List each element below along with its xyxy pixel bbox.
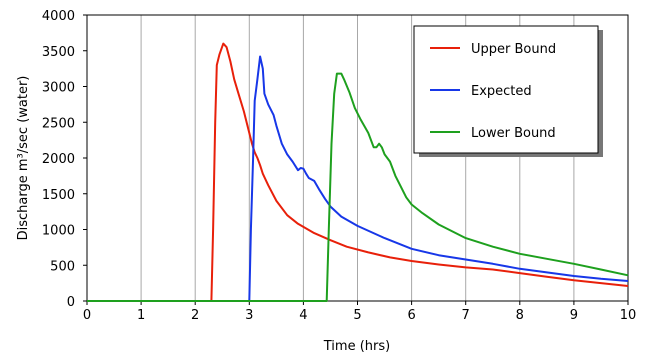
x-tick-label: 7 xyxy=(462,308,470,323)
y-tick-label: 1500 xyxy=(42,188,75,203)
y-tick-label: 500 xyxy=(50,259,75,274)
x-tick-label: 6 xyxy=(407,308,415,323)
x-tick-label: 9 xyxy=(570,308,578,323)
legend-label: Upper Bound xyxy=(471,42,556,57)
series-lines xyxy=(87,42,629,302)
x-axis-title: Time (hrs) xyxy=(323,339,390,354)
legend-label: Expected xyxy=(471,84,532,99)
y-tick-label: 3500 xyxy=(42,45,75,60)
y-tick-label: 0 xyxy=(67,295,75,310)
x-tick-label: 2 xyxy=(191,308,199,323)
x-tick-label: 5 xyxy=(353,308,361,323)
series-line-upper-bound xyxy=(87,42,629,302)
series-line-expected xyxy=(87,55,629,302)
y-tick-label: 4000 xyxy=(42,9,75,24)
y-tick-label: 2500 xyxy=(42,116,75,131)
y-tick-label: 2000 xyxy=(42,152,75,167)
series-line-lower-bound xyxy=(87,72,629,302)
legend: Upper Bound Expected Lower Bound xyxy=(413,25,603,157)
x-tick-label: 0 xyxy=(83,308,91,323)
x-tick-label: 3 xyxy=(245,308,253,323)
x-tick-label: 1 xyxy=(137,308,145,323)
x-tick-label: 10 xyxy=(620,308,637,323)
x-tick-label: 8 xyxy=(516,308,524,323)
x-tick-label: 4 xyxy=(299,308,307,323)
y-tick-label: 3000 xyxy=(42,81,75,96)
y-axis-title: Discharge m³/sec (water) xyxy=(16,76,31,241)
legend-label: Lower Bound xyxy=(471,126,556,141)
axis-ticks: 0 1 2 3 4 5 6 7 8 9 10 0 500 1000 1500 2000 2500 3000 3500… xyxy=(42,9,636,323)
y-tick-label: 1000 xyxy=(42,224,75,239)
